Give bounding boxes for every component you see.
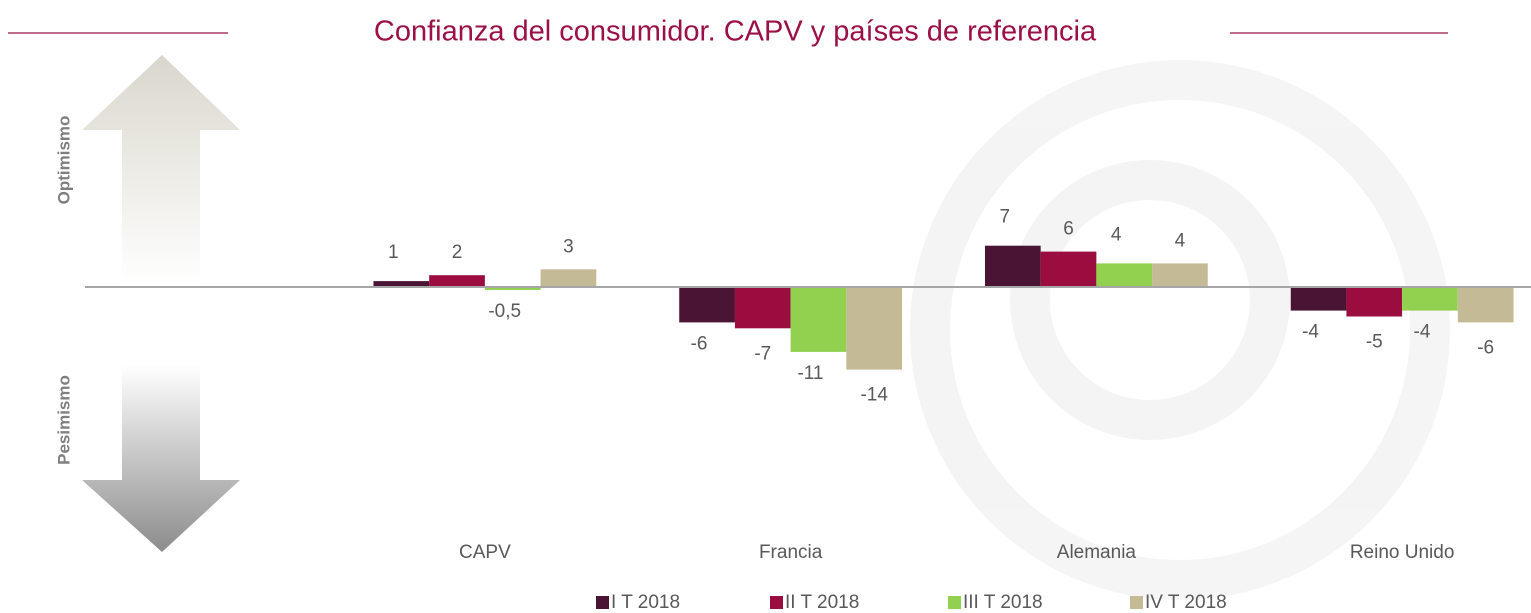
value-label: -0,5 [488,301,521,322]
bar [429,275,485,287]
bar [1402,287,1458,311]
value-label: 2 [452,242,463,263]
bar [985,246,1041,287]
optimism-arrow [82,55,240,285]
value-label: 6 [1063,219,1074,240]
chart-title: Confianza del consumidor. CAPV y países … [374,16,1097,48]
value-label: -14 [860,385,888,406]
legend-label: III T 2018 [963,592,1043,613]
bar [791,287,847,352]
pessimism-arrow [82,365,240,552]
value-label: -5 [1366,332,1383,353]
legend-swatch [948,596,961,609]
value-label: -4 [1414,322,1431,343]
bar [679,287,735,322]
chart: Confianza del consumidor. CAPV y países … [0,0,1531,613]
value-label: 4 [1111,224,1122,245]
value-label: -6 [691,333,708,354]
bar [1096,263,1152,287]
bar [1152,263,1208,287]
value-label: 4 [1175,230,1186,251]
bar [735,287,791,328]
top-label: Optimismo [54,116,73,205]
value-label: -4 [1302,322,1319,343]
x-tick-label: CAPV [459,542,511,563]
page: {"chart_data": {"type": "bar", "title": … [0,0,1531,613]
bottom-label: Pesimismo [54,375,73,465]
bar [846,287,902,370]
legend-label: II T 2018 [785,592,859,613]
legend-label: IV T 2018 [1145,592,1227,613]
legend-swatch [596,596,609,609]
legend-label: I T 2018 [611,592,680,613]
bar [1458,287,1514,322]
value-label: 7 [1000,207,1011,228]
value-label: 3 [563,236,574,257]
bar [1291,287,1347,311]
x-tick-label: Francia [759,542,823,563]
x-tick-label: Alemania [1057,542,1137,563]
bar [1041,252,1097,287]
x-tick-label: Reino Unido [1350,542,1455,563]
bar [541,269,597,287]
value-label: -7 [754,343,771,364]
legend-swatch [770,596,783,609]
legend-swatch [1130,596,1143,609]
value-label: -11 [797,363,823,384]
watermark [930,80,1430,580]
value-label: 1 [388,242,399,263]
value-label: -6 [1477,337,1494,358]
bar [1346,287,1402,317]
